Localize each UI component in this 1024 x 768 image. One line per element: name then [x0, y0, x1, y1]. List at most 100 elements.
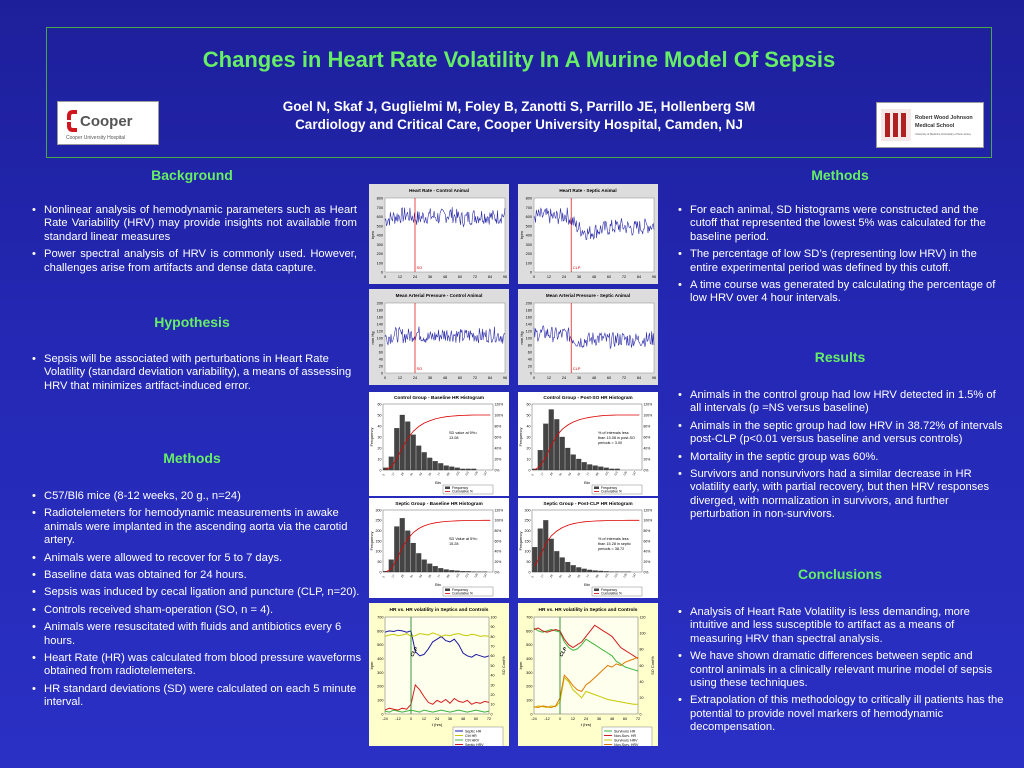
cumulative-line: [385, 414, 491, 470]
legend-label: Ctrl HR: [465, 734, 477, 738]
y-tick-label: 800: [377, 197, 383, 201]
x-tick-label: 48: [592, 376, 596, 380]
y-tick-label: 40: [378, 424, 382, 428]
y-tick-label: 60: [379, 351, 383, 355]
y2-tick-label: 20: [491, 693, 495, 697]
series-line: [533, 676, 638, 709]
series-line: [384, 709, 490, 713]
septic-baseline-histogram: Septic Group - Baseline HR Histogram 300 2…: [369, 498, 509, 598]
y-tick-label: 500: [526, 643, 532, 647]
x-tick-label: 65: [576, 573, 581, 578]
y-tick-label: 0: [381, 372, 383, 376]
hypothesis-heading: Hypothesis: [154, 314, 230, 330]
histogram-bar: [587, 569, 593, 573]
y-tick-label: 80: [528, 344, 532, 348]
x-tick-label: 77: [436, 471, 441, 476]
background-heading: Background: [151, 167, 233, 183]
poster-title: Changes in Heart Rate Volatility In A Mu…: [202, 47, 836, 72]
histogram-bar: [449, 466, 455, 471]
histogram-bar: [410, 434, 416, 471]
histogram-bar: [454, 570, 460, 573]
control-baseline-histogram-svg: Control Group - Baseline HR Histogram 60 5…: [369, 395, 503, 495]
methods-list-left: C57/Bl6 mice (8-12 weeks, 20 g., n=24) Ra…: [30, 490, 362, 710]
annotation-text: 13.08: [449, 436, 459, 440]
y-axis-label: Frequency: [369, 532, 374, 551]
histogram-bar: [603, 467, 609, 471]
y-tick-label: 10: [378, 457, 382, 461]
x-tick-label: 24: [413, 275, 417, 279]
x-tick-label: 125: [473, 572, 479, 578]
y2-tick-label: 40%: [495, 446, 502, 450]
annotation-text: periods = 38.72: [598, 547, 624, 551]
conclusions-body: Analysis of Heart Rate Volatility is les…: [676, 606, 1006, 739]
map-septic-chart: Mean Arterial Pressure - Septic Animal 20…: [518, 289, 658, 385]
y-tick-label: 160: [377, 316, 383, 320]
y-tick-label: 0: [530, 712, 532, 716]
x-tick-label: 36: [428, 376, 432, 380]
x-tick-label: 29: [549, 471, 554, 476]
histogram-bar: [537, 528, 543, 573]
x-tick-label: 101: [455, 572, 461, 578]
y-tick-label: 50: [527, 413, 531, 417]
control-post-so-histogram: Control Group - Post-SO HR Histogram 60 50…: [518, 392, 658, 496]
map-septic-chart-svg: Mean Arterial Pressure - Septic Animal 20…: [519, 293, 656, 380]
y-tick-label: 300: [525, 508, 531, 512]
logo-line-2: Medical School: [915, 123, 955, 129]
septic-post-clp-histogram-svg: Septic Group - Post-CLP HR Histogram 300 2…: [518, 501, 652, 597]
histogram-bar: [421, 559, 427, 573]
y2-axis-label: SD Cont%: [501, 656, 506, 675]
x-tick-label: 60: [458, 275, 462, 279]
histogram-bar: [471, 468, 477, 471]
y-tick-label: 180: [377, 309, 383, 313]
x-tick-label: 101: [455, 470, 461, 476]
x-tick-label: 41: [558, 471, 563, 476]
y-tick-label: 300: [376, 508, 382, 512]
y-tick-label: 0: [381, 712, 383, 716]
y-tick-label: 40: [527, 424, 531, 428]
y2-tick-label: 20%: [644, 560, 651, 564]
x-tick-label: 65: [427, 471, 432, 476]
x-tick-label: 77: [585, 573, 590, 578]
bullet-item: Controls received sham-operation (SO, n …: [32, 604, 362, 618]
y-tick-label: 600: [377, 215, 383, 219]
x-tick-label: 41: [409, 573, 414, 578]
histogram-bar: [405, 530, 411, 573]
y2-tick-label: 0: [491, 712, 493, 716]
y-tick-label: 100: [377, 699, 383, 703]
legend-box: [591, 484, 643, 495]
x-tick-label: -24: [531, 717, 537, 721]
x-tick-label: 48: [592, 275, 596, 279]
y-tick-label: 200: [526, 252, 532, 256]
histogram-bar: [554, 419, 560, 471]
x-tick-label: 113: [464, 572, 470, 578]
bullet-item: C57/Bl6 mice (8-12 weeks, 20 g., n=24): [32, 490, 362, 504]
x-tick-label: 48: [443, 376, 447, 380]
chart-title: Mean Arterial Pressure - Control Animal: [396, 293, 483, 298]
x-tick-label: 5: [530, 575, 534, 579]
histogram-bar: [399, 518, 405, 573]
annotation-text: than 15.28 in septic: [598, 542, 631, 546]
chart-title: HR vs. HR volatility in Septics and Cont…: [390, 607, 489, 613]
y2-tick-label: 40: [640, 680, 644, 684]
histogram-bar: [405, 421, 411, 471]
bullet-item: Animals in the septic group had low HRV …: [678, 420, 1006, 447]
hr-septic-chart-svg: Heart Rate - Septic Animal80070060050040…: [519, 188, 656, 279]
x-tick-label: 53: [418, 471, 423, 476]
chart-title: Septic Group - Post-CLP HR Histogram: [543, 501, 632, 507]
hr-control-chart: Heart Rate - Control Animal 800 700 600 500 4…: [369, 184, 509, 284]
y-axis-label: Frequency: [369, 428, 374, 447]
y-tick-label: 0: [530, 271, 532, 275]
x-tick-label: 41: [409, 471, 414, 476]
x-tick-label: -12: [395, 717, 401, 721]
histogram-bar: [548, 409, 554, 471]
histogram-bar: [576, 458, 582, 471]
series-line: [384, 683, 490, 711]
y-axis-label: bpm: [370, 230, 375, 238]
x-tick-label: 137: [482, 470, 488, 476]
legend-label: Ctrl HRV: [465, 738, 480, 742]
bullet-item: Animals in the control group had low HRV…: [678, 389, 1006, 416]
x-tick-label: 125: [622, 470, 628, 476]
x-tick-label: -24: [382, 717, 388, 721]
y-tick-label: 500: [377, 643, 383, 647]
results-body: Animals in the control group had low HRV…: [676, 389, 1006, 526]
